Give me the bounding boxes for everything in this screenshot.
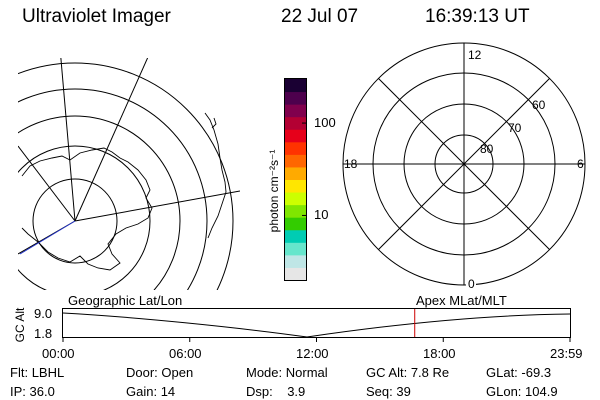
door-value: Open <box>161 365 194 380</box>
polar-mlt-plot: 12 0 18 6 80 70 60 <box>342 42 586 290</box>
intensity-colorbar <box>284 78 307 281</box>
meridian <box>18 145 76 222</box>
date-label: 22 Jul 07 <box>281 6 359 27</box>
mlt-label-18: 18 <box>344 157 358 171</box>
colorbar-swatch <box>285 179 306 193</box>
altitude-curve <box>62 312 571 338</box>
ip-status: IP: 36.0 <box>10 384 55 399</box>
colorbar-swatch <box>285 229 306 243</box>
gc-alt-axis-title: GC Alt <box>13 307 27 343</box>
lat-label-70: 70 <box>508 121 522 135</box>
coastline <box>204 112 227 239</box>
colorbar-swatch <box>285 192 306 206</box>
colorbar-unit-label: photon cm⁻²s⁻¹ <box>267 149 281 233</box>
x-tick-label: 00:00 <box>42 346 75 361</box>
altitude-timeline <box>62 308 571 342</box>
colorbar-swatch <box>285 91 306 105</box>
y-tick-label: 9.0 <box>34 306 53 321</box>
dsp-status: Dsp: 3.9 <box>246 384 306 399</box>
door-status: Door: Open <box>126 365 194 380</box>
lat-circle <box>18 145 151 290</box>
colorbar-swatch <box>285 242 306 256</box>
x-tick-label: 23:59 <box>550 346 583 361</box>
colorbar-swatch <box>285 116 306 130</box>
colorbar-swatch <box>285 204 306 218</box>
instrument-title: Ultraviolet Imager <box>22 6 171 27</box>
orbit-track <box>19 220 76 255</box>
filter-status: Flt: LBHL <box>10 365 65 380</box>
glat-status: GLat: -69.3 <box>486 365 552 380</box>
lat-circle <box>18 62 234 290</box>
colorbar-swatch <box>285 129 306 143</box>
coastline <box>21 147 153 271</box>
ip-value: 36.0 <box>29 384 55 399</box>
colorbar-swatch <box>285 166 306 180</box>
colorbar-tick-label: 100 <box>314 115 336 131</box>
mlt-label-12: 12 <box>468 48 482 62</box>
seq-status: Seq: 39 <box>366 384 411 399</box>
x-tick-label: 06:00 <box>169 346 202 361</box>
seq-value: 39 <box>396 384 411 399</box>
mlt-label-6: 6 <box>577 157 584 171</box>
meridian <box>74 58 149 222</box>
glon-status: GLon: 104.9 <box>486 384 558 399</box>
dsp-value: 3.9 <box>287 384 306 399</box>
lat-label-60: 60 <box>532 98 546 112</box>
colorbar-swatch <box>285 79 306 93</box>
y-tick-label: 1.8 <box>34 326 53 341</box>
gain-value: 14 <box>160 384 176 399</box>
colorbar-swatch <box>285 104 306 118</box>
diagonal-line <box>378 78 550 250</box>
geographic-label: Geographic Lat/Lon <box>68 293 183 308</box>
lat-label-80: 80 <box>480 142 494 156</box>
colorbar-swatch <box>285 254 306 268</box>
colorbar-swatch <box>285 267 306 281</box>
geographic-globe <box>18 58 240 290</box>
mlt-label-0: 0 <box>468 277 475 290</box>
colorbar-swatch <box>285 141 306 155</box>
meridian <box>74 190 240 222</box>
colorbar-swatch <box>285 154 306 168</box>
glat-value: -69.3 <box>521 365 552 380</box>
glon-value: 104.9 <box>525 384 558 399</box>
x-tick-label: 18:00 <box>423 346 456 361</box>
filter-value: LBHL <box>31 365 65 380</box>
coastline <box>211 117 217 129</box>
mode-value: Normal <box>285 365 328 380</box>
lat-circle <box>18 88 208 290</box>
gc-alt-value: 7.8 Re <box>410 365 450 380</box>
colorbar-tick-label: 10 <box>314 207 329 223</box>
x-tick-label: 12:00 <box>296 346 329 361</box>
apex-label: Apex MLat/MLT <box>416 293 507 308</box>
colorbar-swatch <box>285 217 306 231</box>
time-label: 16:39:13 UT <box>425 6 530 27</box>
meridian <box>60 58 76 222</box>
lat-circle <box>32 178 118 264</box>
lat-circle <box>18 115 181 290</box>
mode-status: Mode: Normal <box>246 365 328 380</box>
gc-alt-status: GC Alt: 7.8 Re <box>366 365 450 380</box>
gain-status: Gain: 14 <box>126 384 176 399</box>
